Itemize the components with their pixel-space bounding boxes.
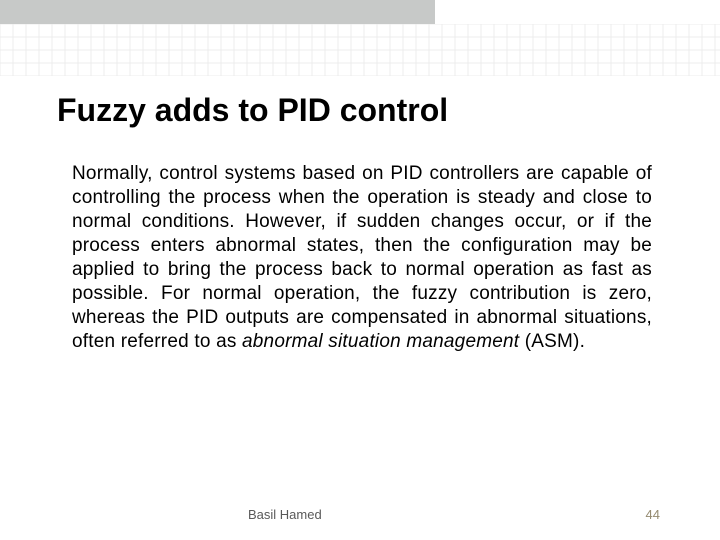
- slide: Fuzzy adds to PID control Normally, cont…: [0, 0, 720, 540]
- body-text-before: Normally, control systems based on PID c…: [72, 163, 652, 352]
- grid-lines: [0, 24, 720, 76]
- slide-title: Fuzzy adds to PID control: [57, 92, 448, 129]
- body-text-italic: abnormal situation management: [242, 331, 519, 352]
- header-bar: [0, 0, 435, 24]
- footer-author: Basil Hamed: [248, 507, 322, 522]
- body-text-after: (ASM).: [519, 331, 585, 352]
- body-paragraph: Normally, control systems based on PID c…: [72, 162, 652, 354]
- header-grid: [0, 24, 720, 76]
- footer-page-number: 44: [646, 507, 660, 522]
